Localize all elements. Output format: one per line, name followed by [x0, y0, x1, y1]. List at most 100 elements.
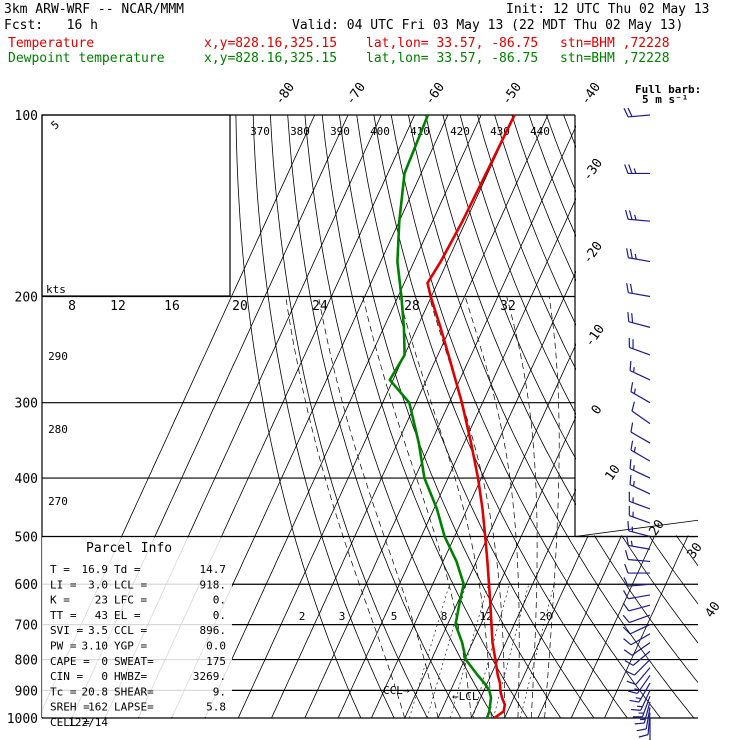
barb-flag	[623, 638, 632, 646]
parcel-label-right: SWEAT=	[114, 655, 154, 668]
parcel-value-left: 3.10	[82, 640, 109, 653]
wind-barb	[631, 690, 651, 711]
barb-flag	[628, 210, 633, 220]
isotherm-label: 10	[602, 462, 623, 483]
barb-flag	[626, 248, 629, 258]
pressure-label-500: 500	[15, 530, 38, 545]
hodograph-speed-label: 12	[110, 299, 126, 314]
wind-barb	[623, 107, 651, 118]
parcel-row: CIN = 0 HWBZ= 3269.	[50, 670, 226, 683]
parcel-value-left: 23	[95, 594, 108, 607]
wind-barb	[631, 401, 651, 425]
dewpoint-xy: x,y=828.16,325.15	[204, 51, 338, 66]
wind-barb	[624, 164, 650, 175]
wind-barb	[629, 459, 651, 479]
temperature-xy: x,y=828.16,325.15	[204, 36, 338, 51]
isotherm-label: 40	[702, 599, 723, 620]
barb-staff	[645, 707, 651, 730]
temperature-latlon: lat,lon= 33.57, -86.75	[366, 36, 539, 51]
barb-flag	[630, 440, 634, 451]
parcel-label-left: LI =	[50, 578, 77, 591]
dewpoint-station: stn=BHM ,72228	[560, 51, 670, 66]
parcel-value-left: 162	[88, 701, 108, 714]
ccl-marker: CCL→	[383, 684, 410, 697]
mixing-ratio-label: 3	[339, 610, 346, 623]
barb-half-flag	[633, 388, 636, 394]
parcel-label-left: CIN =	[50, 670, 83, 683]
pressure-label-700: 700	[15, 619, 38, 634]
isotherm-line	[404, 115, 682, 718]
wind-barb	[629, 475, 651, 495]
parcel-value-left: 0	[101, 670, 108, 683]
barb-staff	[630, 431, 651, 444]
parcel-row: TT = 43 EL = 0.	[50, 609, 226, 622]
dry-adiabat	[235, 115, 362, 718]
moist-adiabat	[506, 296, 538, 718]
parcel-value-right: 0.	[213, 609, 226, 622]
theta-label: 280	[48, 423, 68, 436]
parcel-background	[42, 537, 232, 717]
wind-barbs	[622, 107, 651, 740]
parcel-label-left: CELL =	[50, 716, 90, 729]
isotherm-label: 30	[684, 540, 705, 561]
isotherm-label: 20	[646, 517, 667, 538]
barb-staff	[647, 712, 651, 735]
parcel-label-right: LAPSE=	[114, 701, 154, 714]
pressure-label-800: 800	[15, 654, 38, 669]
wind-barb	[627, 521, 651, 538]
barb-staff	[632, 650, 651, 666]
wind-barb	[628, 505, 651, 524]
dry-adiabat	[390, 115, 661, 718]
barb-flag	[626, 283, 629, 293]
parcel-label-right: YGP =	[114, 640, 147, 653]
parcel-info-panel: Parcel Info T = 16.9 Td = 14.7 LI = 3.0 LCL = 91…	[42, 537, 232, 729]
barb-flag	[627, 312, 630, 322]
pressure-label-100: 100	[15, 109, 38, 124]
barb-staff	[631, 642, 651, 656]
pressure-label-1000: 1000	[7, 712, 38, 727]
parcel-label-left: T =	[50, 563, 70, 576]
parcel-value-right: 14.7	[200, 563, 227, 576]
dry-adiabat	[425, 115, 698, 684]
wind-barb	[634, 701, 651, 725]
theta-e-label: 420	[450, 125, 470, 138]
barb-half-flag	[635, 697, 642, 700]
barb-flag	[623, 107, 629, 118]
mixing-ratio-label: 2	[299, 610, 306, 623]
dry-adiabat	[356, 115, 595, 718]
parcel-title: Parcel Info	[86, 541, 172, 556]
level-markers: CCL→ ←LCL	[383, 684, 479, 703]
wind-barb	[630, 422, 651, 444]
wind-barb	[623, 642, 651, 656]
hodograph-speed-label: 32	[500, 299, 516, 314]
isotherm-label: -70	[343, 80, 369, 108]
parcel-value-right: 918.	[200, 578, 227, 591]
parcel-label-left: PW =	[50, 640, 77, 653]
dewpoint-legend: Dewpoint temperature	[8, 51, 165, 66]
barb-half-flag	[634, 253, 637, 260]
barb-half-flag	[633, 480, 635, 487]
wind-barb	[628, 491, 651, 510]
parcel-label-left: CAPE =	[50, 655, 90, 668]
temperature-trace	[426, 115, 516, 718]
pressure-label-300: 300	[15, 397, 38, 412]
valid-time: Valid: 04 UTC Fri 03 May 13 (22 MDT Thu …	[292, 18, 684, 33]
wind-barb	[625, 209, 651, 222]
hodograph-speed-label: 8	[68, 299, 76, 314]
barb-staff	[628, 594, 651, 600]
barb-flag	[624, 563, 629, 574]
barb-flag	[631, 313, 634, 323]
barb-staff	[628, 558, 651, 563]
theta-label: 270	[48, 495, 68, 508]
pressure-label-600: 600	[15, 578, 38, 593]
parcel-label-right: EL =	[114, 609, 141, 622]
parcel-value-left: 43	[95, 609, 108, 622]
barb-staff	[629, 614, 651, 624]
wind-barb	[626, 667, 651, 686]
parcel-row: LI = 3.0 LCL = 918.	[50, 578, 226, 591]
barb-flag	[625, 550, 629, 560]
parcel-value-left: 122/14	[68, 716, 108, 729]
dry-adiabat	[252, 115, 395, 718]
barb-half-flag	[633, 446, 636, 453]
theta-e-label: 390	[330, 125, 350, 138]
